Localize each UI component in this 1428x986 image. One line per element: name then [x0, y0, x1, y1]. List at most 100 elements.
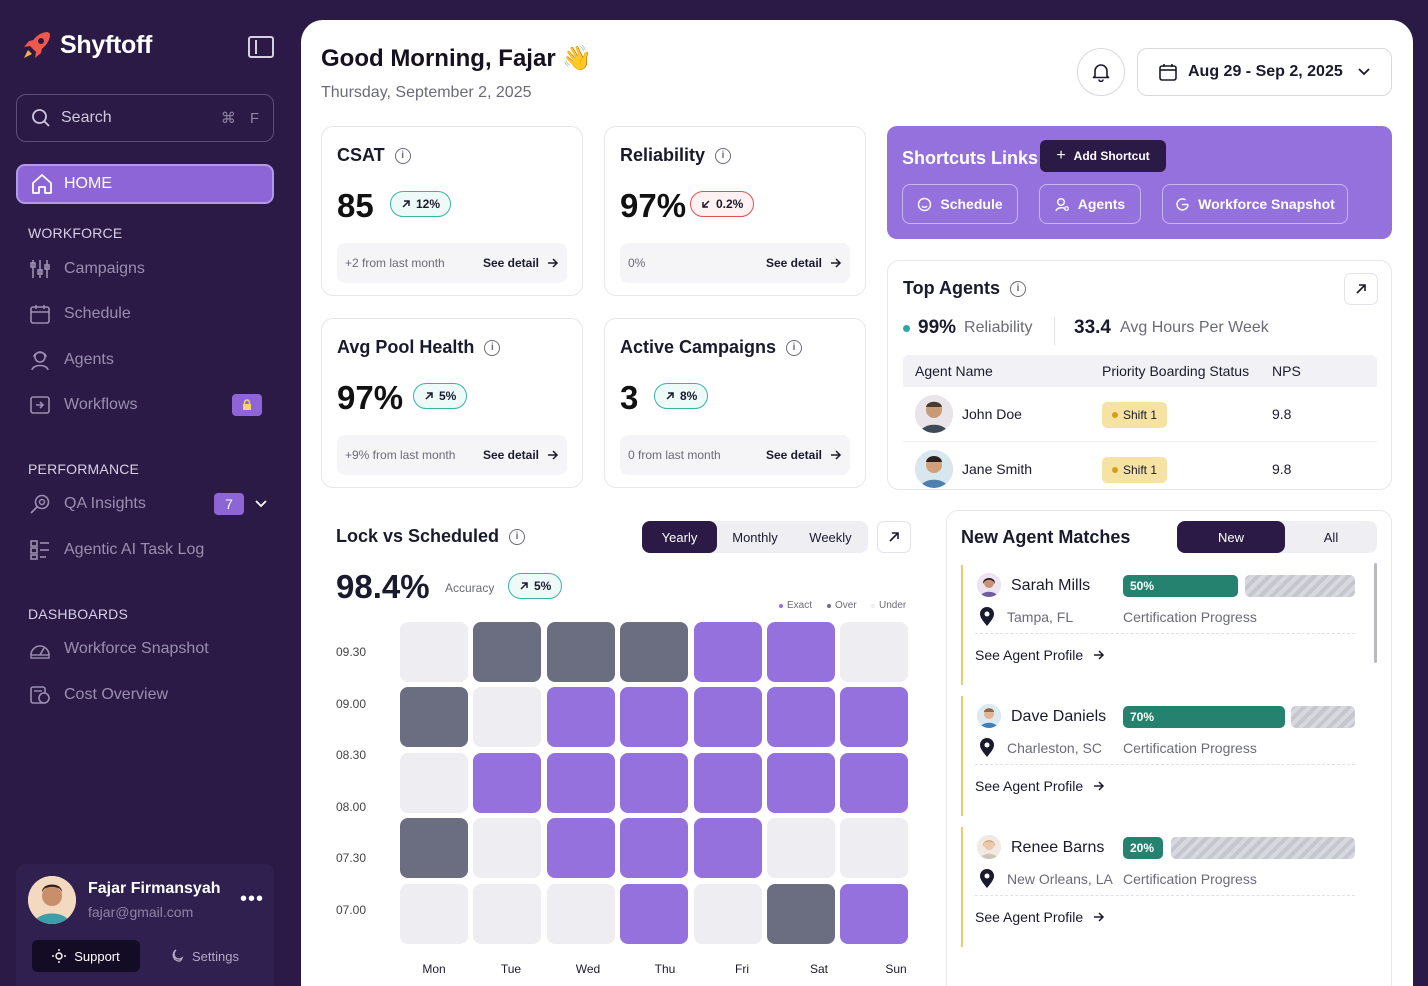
- sidebar-item-agents[interactable]: Agents: [28, 346, 268, 374]
- info-icon[interactable]: i: [1010, 280, 1026, 297]
- heatmap-cell[interactable]: [400, 622, 468, 682]
- heatmap-cell[interactable]: [473, 752, 542, 813]
- support-button[interactable]: Support: [32, 940, 140, 972]
- heatmap-cell[interactable]: [620, 752, 689, 813]
- expand-button[interactable]: [1344, 273, 1378, 305]
- see-agent-profile-link[interactable]: See Agent Profile: [975, 647, 1105, 663]
- heatmap-cell[interactable]: [767, 752, 835, 813]
- tab-new[interactable]: New: [1177, 521, 1285, 553]
- heatmap-cell[interactable]: [620, 883, 689, 944]
- see-agent-profile-link[interactable]: See Agent Profile: [975, 778, 1105, 794]
- logo[interactable]: Shyftoff: [20, 28, 152, 62]
- sidebar-item-campaigns[interactable]: Campaigns: [28, 255, 268, 283]
- heatmap-cell[interactable]: [473, 622, 542, 682]
- search-input[interactable]: Search ⌘ F: [16, 94, 274, 142]
- heatmap-cell[interactable]: [693, 752, 762, 813]
- heatmap-cell[interactable]: [620, 687, 689, 748]
- heatmap-cell[interactable]: [693, 818, 762, 879]
- heatmap-cell[interactable]: [546, 622, 615, 682]
- heatmap-cell[interactable]: [546, 752, 615, 813]
- sidebar-item-workforce-snapshot[interactable]: Workforce Snapshot: [28, 635, 268, 663]
- heatmap-cell[interactable]: [840, 752, 909, 813]
- page-title: Good Morning, Fajar 👋: [321, 45, 593, 72]
- top-agents-title: Top Agents i: [903, 278, 1026, 299]
- kpi-value: 97%: [337, 379, 404, 416]
- sidebar-item-cost-overview[interactable]: Cost Overview: [28, 681, 268, 709]
- heatmap-cell[interactable]: [767, 883, 835, 944]
- kpi-title-text: CSAT: [337, 145, 385, 165]
- info-icon[interactable]: i: [484, 339, 501, 356]
- see-agent-profile-link[interactable]: See Agent Profile: [975, 909, 1105, 925]
- expand-button[interactable]: [877, 521, 911, 553]
- more-options-icon[interactable]: •••: [240, 888, 265, 910]
- campaigns-icon: [28, 257, 52, 281]
- sidebar-collapse-icon[interactable]: [248, 36, 274, 58]
- shortcut-workforce-snapshot-button[interactable]: Workforce Snapshot: [1162, 184, 1348, 224]
- heatmap-cell[interactable]: [473, 687, 542, 748]
- sidebar-item-workflows[interactable]: Workflows: [28, 391, 268, 419]
- heatmap-cell[interactable]: [840, 883, 909, 944]
- heatmap-cell[interactable]: [620, 622, 689, 682]
- info-icon[interactable]: i: [394, 147, 411, 164]
- heatmap-cell[interactable]: [400, 752, 468, 813]
- info-icon[interactable]: i: [786, 339, 803, 356]
- heatmap-cell[interactable]: [546, 687, 615, 748]
- info-icon[interactable]: i: [509, 528, 526, 545]
- tab-yearly[interactable]: Yearly: [642, 521, 717, 553]
- heatmap-cell[interactable]: [473, 883, 542, 944]
- heatmap-cell[interactable]: [400, 883, 468, 944]
- heatmap-cell[interactable]: [840, 687, 909, 748]
- see-detail-link[interactable]: See detail: [483, 256, 559, 270]
- add-shortcut-button[interactable]: + Add Shortcut: [1040, 140, 1166, 172]
- scrollbar[interactable]: [1374, 563, 1377, 663]
- heatmap-cell[interactable]: [767, 622, 835, 682]
- table-row[interactable]: John Doe Shift 1 9.8: [903, 387, 1377, 442]
- heatmap-cell[interactable]: [840, 622, 909, 682]
- match-location: Tampa, FL: [1007, 609, 1074, 625]
- kpi-footer: +2 from last month See detail: [337, 243, 567, 283]
- heatmap-cell[interactable]: [546, 818, 615, 879]
- task-log-icon: [28, 538, 52, 562]
- heatmap-cell[interactable]: [400, 818, 468, 879]
- home-icon: [32, 174, 52, 194]
- see-detail-link[interactable]: See detail: [483, 448, 559, 462]
- settings-button[interactable]: Settings: [170, 940, 239, 972]
- search-icon: [32, 109, 50, 127]
- match-name: Sarah Mills: [1011, 577, 1091, 594]
- shortcut-label: Workforce Snapshot: [1198, 196, 1335, 212]
- info-icon[interactable]: i: [715, 147, 732, 164]
- search-placeholder: Search: [61, 109, 112, 126]
- tab-all[interactable]: All: [1323, 529, 1339, 545]
- shortcut-schedule-button[interactable]: Schedule: [902, 184, 1018, 224]
- section-title-dashboards: DASHBOARDS: [28, 606, 129, 622]
- heatmap-cell[interactable]: [767, 818, 835, 879]
- kpi-value: 85: [337, 187, 374, 224]
- tab-monthly[interactable]: Monthly: [732, 529, 778, 545]
- see-detail-link[interactable]: See detail: [766, 448, 842, 462]
- chevron-down-icon[interactable]: [254, 497, 268, 511]
- heatmap-cell[interactable]: [693, 883, 762, 944]
- tab-weekly[interactable]: Weekly: [809, 529, 852, 545]
- sidebar-item-qa-insights[interactable]: QA Insights 7: [28, 490, 268, 518]
- heatmap-cell[interactable]: [620, 818, 689, 879]
- heatmap-cell[interactable]: [693, 622, 762, 682]
- heatmap-cell[interactable]: [840, 818, 909, 879]
- notifications-button[interactable]: [1077, 48, 1125, 96]
- heatmap-cell[interactable]: [767, 687, 835, 748]
- date-range-picker[interactable]: Aug 29 - Sep 2, 2025: [1137, 48, 1392, 96]
- sidebar-item-schedule[interactable]: Schedule: [28, 300, 268, 328]
- heatmap-cell[interactable]: [546, 883, 615, 944]
- arrow-right-icon: [1094, 781, 1105, 791]
- kpi-footer: 0 from last month See detail: [620, 435, 850, 475]
- arrow-down-left-icon: [702, 200, 710, 208]
- heatmap-cell[interactable]: [693, 687, 762, 748]
- sidebar-item-home[interactable]: HOME: [16, 164, 274, 204]
- avatar[interactable]: [28, 876, 76, 924]
- kpi-footer: +9% from last month See detail: [337, 435, 567, 475]
- sidebar-item-agentic-ai-task-log[interactable]: Agentic AI Task Log: [28, 536, 268, 564]
- heatmap-cell[interactable]: [473, 818, 542, 879]
- shortcut-agents-button[interactable]: Agents: [1039, 184, 1141, 224]
- heatmap-cell[interactable]: [400, 687, 468, 748]
- see-detail-link[interactable]: See detail: [766, 256, 842, 270]
- table-row[interactable]: Jane Smith Shift 1 9.8: [903, 442, 1377, 489]
